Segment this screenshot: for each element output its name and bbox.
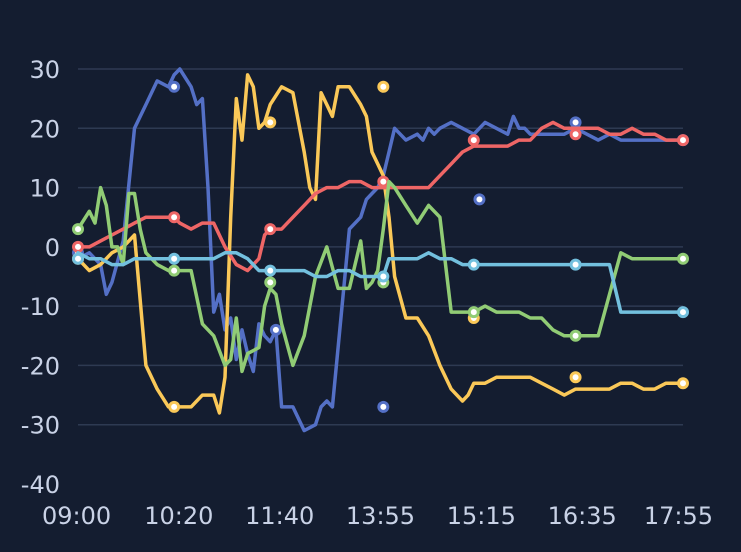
data-point-red (467, 134, 480, 147)
data-point-cyan (72, 252, 84, 265)
series-cyan (72, 251, 689, 319)
data-point-yellow (677, 377, 689, 390)
x-tick-label: 13:55 (346, 502, 415, 530)
y-tick-label: 0 (45, 234, 60, 262)
series-line-green (76, 179, 685, 374)
data-point-blue (168, 80, 181, 93)
data-point-cyan (377, 270, 390, 283)
data-point-cyan (264, 264, 277, 277)
y-axis-ticks: 30 20 10 0 -10 -20 -30 -40 (21, 56, 60, 499)
data-point-red (168, 211, 181, 224)
data-point-green (264, 276, 277, 289)
data-point-cyan (168, 252, 181, 265)
data-point-cyan (467, 258, 480, 271)
y-tick-label: 20 (29, 115, 60, 143)
x-axis-ticks: 09:00 10:20 11:40 13:55 15:15 16:35 17:55 (42, 502, 713, 530)
series-blue (72, 67, 689, 433)
y-tick-label: -40 (21, 471, 60, 499)
y-tick-label: 30 (29, 56, 60, 84)
data-point-green (677, 252, 689, 265)
x-tick-label: 16:35 (548, 502, 617, 530)
x-tick-label: 09:00 (42, 502, 111, 530)
data-point-yellow (569, 371, 582, 384)
data-point-yellow (168, 400, 181, 413)
data-point-green (467, 306, 480, 319)
y-tick-label: -10 (21, 293, 60, 321)
data-point-red (569, 128, 582, 141)
y-tick-label: -30 (21, 412, 60, 440)
y-tick-label: 10 (29, 175, 60, 203)
data-point-red (72, 240, 84, 253)
data-point-green (168, 264, 181, 277)
data-point-cyan (677, 306, 689, 319)
data-point-cyan (569, 258, 582, 271)
data-point-blue (473, 193, 486, 206)
data-point-yellow (377, 80, 390, 93)
y-tick-label: -20 (21, 352, 60, 380)
data-point-red (677, 134, 689, 147)
x-tick-label: 10:20 (144, 502, 213, 530)
x-tick-label: 17:55 (644, 502, 713, 530)
data-point-red (264, 223, 277, 236)
series-red (72, 120, 689, 273)
data-point-blue (569, 116, 582, 129)
x-tick-label: 15:15 (447, 502, 516, 530)
series-line-yellow (76, 73, 685, 415)
data-point-blue (269, 323, 282, 336)
series-line-blue (76, 67, 685, 433)
data-point-red (377, 175, 390, 188)
data-point-green (72, 223, 84, 236)
data-point-blue (377, 400, 390, 413)
x-tick-label: 11:40 (245, 502, 314, 530)
data-point-green (569, 329, 582, 342)
series-layer (72, 67, 689, 433)
series-yellow (72, 73, 689, 415)
data-point-yellow (264, 116, 277, 129)
